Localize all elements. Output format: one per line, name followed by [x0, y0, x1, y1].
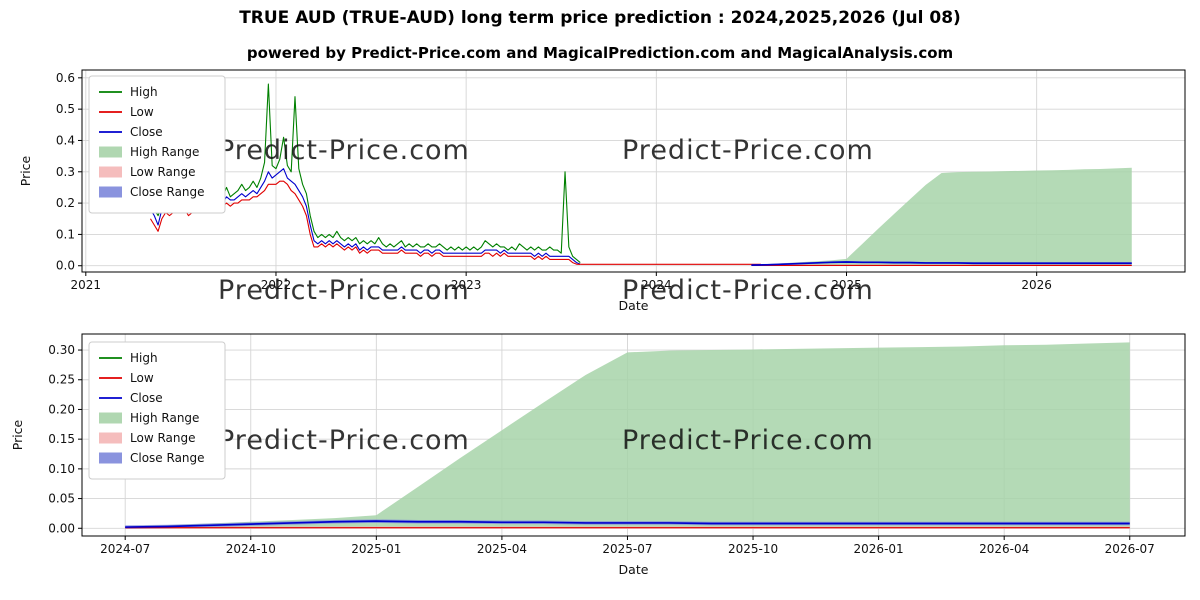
- plot-area: Predict-Price.com Predict-Price.com Predic…: [18, 69, 1186, 313]
- watermark: Predict-Price.com: [622, 135, 874, 166]
- x-tick-label: 2025-07: [602, 542, 652, 556]
- legend: High Low Close High Range Low Range Close Ran…: [88, 341, 226, 480]
- y-tick-label: 0.1: [56, 227, 75, 241]
- page-title: TRUE AUD (TRUE-AUD) long term price pred…: [239, 8, 961, 28]
- x-tick-label: 2024-10: [226, 542, 276, 556]
- watermark: Predict-Price.com: [218, 425, 470, 456]
- x-tick-label: 2025-01: [351, 542, 401, 556]
- x-tick-label: 2026-07: [1105, 542, 1155, 556]
- watermark: Predict-Price.com: [218, 275, 470, 306]
- legend-label: High Range: [130, 145, 199, 159]
- close-line-forecast: [751, 261, 1132, 266]
- y-tick-label: 0.20: [48, 402, 75, 416]
- x-tick-label: 2026: [1021, 278, 1052, 292]
- y-tick-label: 0.5: [56, 102, 75, 116]
- legend-label: Close Range: [130, 185, 205, 199]
- y-tick-label: 0.2: [56, 196, 75, 210]
- y-tick-label: 0.05: [48, 492, 75, 506]
- y-tick-label: 0.4: [56, 133, 75, 147]
- x-tick-label: 2026-04: [979, 542, 1029, 556]
- legend-swatch-low-range: [99, 166, 122, 178]
- legend-swatch-close-range: [99, 186, 122, 198]
- x-tick-label: 2024: [641, 278, 672, 292]
- legend-label: Low Range: [130, 165, 195, 179]
- legend-label: Low: [130, 371, 154, 385]
- x-axis-label: Date: [619, 298, 649, 313]
- x-tick-label: 2022: [261, 278, 292, 292]
- watermark: Predict-Price.com: [622, 275, 874, 306]
- y-axis-label: Price: [18, 155, 33, 186]
- watermark: Predict-Price.com: [218, 135, 470, 166]
- axes: 2021 2022 2023 2024 2025 2026 0.0 0.1 0.2 0.3 0.4 0…: [18, 71, 1052, 313]
- y-tick-label: 0.00: [48, 521, 75, 535]
- y-tick-label: 0.30: [48, 343, 75, 357]
- legend-swatch-close-range: [99, 452, 122, 464]
- legend-swatch-high-range: [99, 146, 122, 158]
- forecast-detail-chart: Predict-Price.com Predict-Price.com2024-0…: [10, 333, 1186, 577]
- high-range-area: [125, 342, 1130, 528]
- legend-swatch-low-range: [99, 432, 122, 444]
- x-tick-label: 2025: [831, 278, 862, 292]
- y-tick-label: 0.10: [48, 462, 75, 476]
- y-tick-label: 0.6: [56, 71, 75, 85]
- page-subtitle: powered by Predict-Price.com and Magical…: [246, 44, 954, 62]
- axes: 2024-07 2024-10 2025-01 2025-04 2025-07 2025-…: [10, 343, 1155, 577]
- y-tick-label: 0.3: [56, 165, 75, 179]
- plot-frame: [81, 333, 1186, 537]
- legend-label: High: [130, 351, 158, 365]
- x-tick-label: 2026-01: [854, 542, 904, 556]
- x-tick-label: 2021: [71, 278, 102, 292]
- legend: High Low Close High Range Low Range Close Ran…: [88, 75, 226, 214]
- legend-box: [88, 341, 226, 480]
- legend-label: Close: [130, 125, 163, 139]
- plot-frame: [81, 69, 1186, 273]
- x-tick-label: 2023: [451, 278, 482, 292]
- close-line-forecast: [125, 520, 1130, 528]
- long-term-price-chart: Predict-Price.com Predict-Price.com Predic…: [18, 69, 1186, 313]
- legend-label: Low Range: [130, 431, 195, 445]
- legend-label: Low: [130, 105, 154, 119]
- y-axis-label: Price: [10, 419, 25, 450]
- y-tick-label: 0.15: [48, 432, 75, 446]
- y-tick-label: 0.0: [56, 259, 75, 273]
- legend-label: High Range: [130, 411, 199, 425]
- legend-label: Close Range: [130, 451, 205, 465]
- legend-box: [88, 75, 226, 214]
- x-axis-label: Date: [619, 562, 649, 577]
- x-tick-label: 2025-10: [728, 542, 778, 556]
- y-tick-label: 0.25: [48, 373, 75, 387]
- watermark: Predict-Price.com: [622, 425, 874, 456]
- high-range-area: [751, 167, 1132, 266]
- x-tick-label: 2024-07: [100, 542, 150, 556]
- plot-area: Predict-Price.com Predict-Price.com2024-0…: [10, 333, 1186, 577]
- legend-label: Close: [130, 391, 163, 405]
- x-tick-label: 2025-04: [477, 542, 527, 556]
- legend-swatch-high-range: [99, 412, 122, 424]
- legend-label: High: [130, 85, 158, 99]
